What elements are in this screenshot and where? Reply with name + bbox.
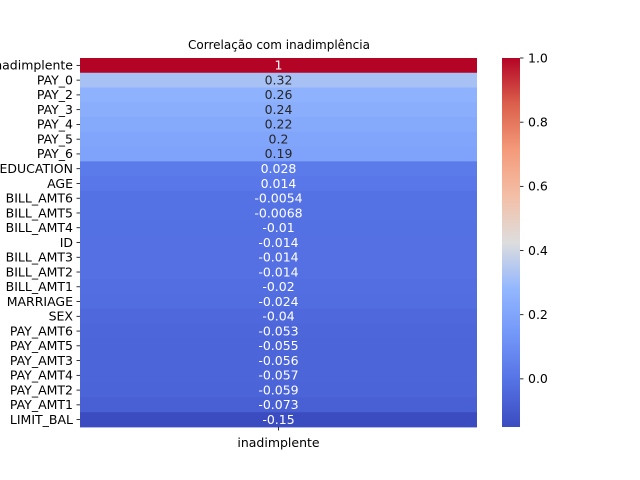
- heatmap-cell: [80, 146, 477, 162]
- heatmap-cell: [80, 412, 477, 428]
- row-tick-label: PAY_AMT5: [10, 338, 73, 353]
- cell-value-label: -0.01: [262, 220, 294, 235]
- row-tick-label: PAY_4: [37, 117, 73, 132]
- row-tick-label: ID: [60, 235, 73, 250]
- row-tick-labels: inadimplentePAY_0PAY_2PAY_3PAY_4PAY_5PAY…: [0, 58, 80, 427]
- heatmap-cell: [80, 117, 477, 133]
- colorbar-tick-label: 0.0: [528, 371, 548, 386]
- row-tick-label: PAY_AMT4: [10, 368, 73, 383]
- row-tick-label: PAY_5: [37, 131, 73, 146]
- heatmap-cell: [80, 367, 477, 384]
- heatmap-cell: [80, 308, 477, 325]
- cell-value-label: -0.053: [258, 323, 298, 338]
- row-tick-label: MARRIAGE: [7, 294, 73, 309]
- cell-value-label: 0.014: [261, 176, 297, 191]
- heatmap-cell: [80, 102, 477, 118]
- heatmap-cell: [80, 87, 477, 103]
- heatmap-cell: [80, 353, 477, 369]
- heatmap-cell: [80, 249, 477, 266]
- row-tick-label: BILL_AMT5: [6, 205, 73, 220]
- cell-value-label: 0.24: [265, 102, 293, 117]
- heatmap-cell: [80, 397, 477, 413]
- heatmap-cell: [80, 72, 477, 88]
- cell-value-label: -0.014: [258, 250, 298, 265]
- row-tick-label: BILL_AMT1: [6, 279, 73, 294]
- cell-value-label: 0.028: [261, 161, 297, 176]
- cell-value-label: -0.056: [258, 353, 298, 368]
- row-tick-label: AGE: [47, 176, 73, 191]
- cell-value-label: -0.02: [262, 279, 294, 294]
- chart-title: Correlação com inadimplência: [188, 38, 370, 52]
- row-tick-label: PAY_0: [37, 72, 73, 87]
- cell-value-label: 0.2: [269, 131, 289, 146]
- cell-value-label: 0.26: [265, 87, 293, 102]
- row-tick-label: PAY_3: [37, 102, 73, 117]
- cell-value-label: -0.055: [258, 338, 298, 353]
- row-tick-label: PAY_AMT3: [10, 353, 73, 368]
- row-tick-label: BILL_AMT6: [6, 191, 73, 206]
- row-tick-label: PAY_2: [37, 87, 73, 102]
- colorbar-tick-label: 1.0: [528, 50, 548, 65]
- column-tick-label: inadimplente: [237, 435, 320, 450]
- row-tick-label: EDUCATION: [0, 161, 73, 176]
- cell-value-label: -0.014: [258, 264, 298, 279]
- cell-value-label: -0.0054: [254, 191, 302, 206]
- row-tick-label: inadimplente: [0, 58, 73, 73]
- heatmap-cell: [80, 323, 477, 339]
- heatmap-cell: [80, 235, 477, 251]
- row-tick-label: PAY_6: [37, 146, 73, 161]
- cell-value-label: -0.0068: [254, 205, 302, 220]
- row-tick-label: PAY_AMT2: [10, 382, 73, 397]
- heatmap-cell-labels: 10.320.260.240.220.20.190.0280.014-0.005…: [254, 58, 302, 427]
- heatmap-cell: [80, 58, 477, 74]
- cell-value-label: -0.15: [262, 412, 294, 427]
- row-tick-label: BILL_AMT3: [6, 250, 73, 265]
- heatmap-cell: [80, 220, 477, 236]
- heatmap-cell: [80, 382, 477, 398]
- cell-value-label: 0.22: [265, 117, 293, 132]
- colorbar: [502, 58, 520, 427]
- row-tick-label: LIMIT_BAL: [10, 412, 73, 427]
- row-tick-label: BILL_AMT2: [6, 264, 73, 279]
- heatmap-cell: [80, 131, 477, 147]
- heatmap-cell: [80, 161, 477, 177]
- cell-value-label: -0.024: [258, 294, 298, 309]
- cell-value-label: 1: [275, 58, 283, 73]
- cell-value-label: -0.014: [258, 235, 298, 250]
- heatmap-cell: [80, 176, 477, 192]
- cell-value-label: -0.073: [258, 397, 298, 412]
- heatmap-cell: [80, 205, 477, 221]
- colorbar-tick-label: 0.2: [528, 307, 548, 322]
- cell-value-label: 0.32: [265, 72, 293, 87]
- row-tick-label: PAY_AMT1: [10, 397, 73, 412]
- colorbar-ticks: 0.0 0.2 0.4 0.6 0.8 1.0: [520, 50, 548, 386]
- heatmap-cells: [80, 58, 477, 428]
- heatmap-cell: [80, 190, 477, 206]
- heatmap-cell: [80, 294, 477, 310]
- row-tick-label: SEX: [49, 309, 74, 324]
- row-tick-label: BILL_AMT4: [6, 220, 73, 235]
- cell-value-label: -0.04: [262, 309, 294, 324]
- colorbar-tick-label: 0.8: [528, 114, 548, 129]
- heatmap-cell: [80, 264, 477, 280]
- colorbar-tick-label: 0.4: [528, 243, 548, 258]
- heatmap-cell: [80, 279, 477, 295]
- cell-value-label: -0.059: [258, 382, 298, 397]
- colorbar-tick-label: 0.6: [528, 179, 548, 194]
- column-axis: inadimplente: [237, 427, 320, 450]
- cell-value-label: -0.057: [258, 368, 298, 383]
- row-tick-label: PAY_AMT6: [10, 323, 73, 338]
- heatmap-cell: [80, 338, 477, 354]
- cell-value-label: 0.19: [265, 146, 293, 161]
